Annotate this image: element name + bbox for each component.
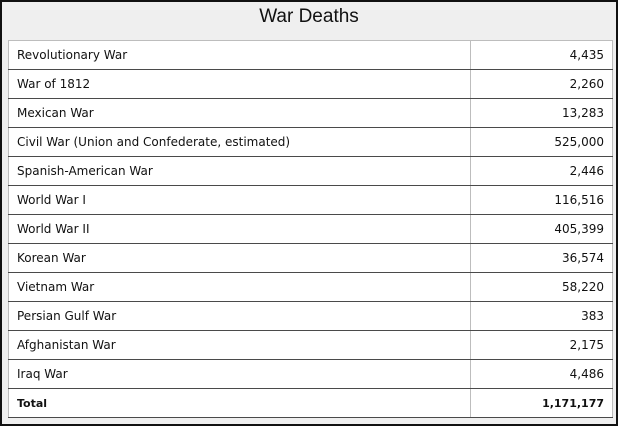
table-row: Iraq War 4,486 — [8, 359, 613, 389]
table-row: Persian Gulf War 383 — [8, 301, 613, 331]
war-name-cell: Persian Gulf War — [8, 301, 471, 331]
table-row: Mexican War 13,283 — [8, 98, 613, 128]
war-deaths-table: Revolutionary War 4,435 War of 1812 2,26… — [8, 40, 613, 418]
war-name-cell: Afghanistan War — [8, 330, 471, 360]
deaths-cell: 383 — [470, 301, 613, 331]
table-row: Afghanistan War 2,175 — [8, 330, 613, 360]
war-name-cell: Korean War — [8, 243, 471, 273]
war-name-cell: Iraq War — [8, 359, 471, 389]
war-name-cell: World War II — [8, 214, 471, 244]
war-name-cell: Civil War (Union and Confederate, estima… — [8, 127, 471, 157]
war-name-cell: Spanish-American War — [8, 156, 471, 186]
page-title: War Deaths — [259, 6, 359, 27]
table-row: World War II 405,399 — [8, 214, 613, 244]
table-row: Korean War 36,574 — [8, 243, 613, 273]
deaths-cell: 58,220 — [470, 272, 613, 302]
deaths-cell: 4,435 — [470, 40, 613, 70]
deaths-cell: 4,486 — [470, 359, 613, 389]
war-name-cell: Revolutionary War — [8, 40, 471, 70]
deaths-cell: 525,000 — [470, 127, 613, 157]
deaths-cell: 2,446 — [470, 156, 613, 186]
total-value: 1,171,177 — [470, 388, 613, 418]
table-row: Civil War (Union and Confederate, estima… — [8, 127, 613, 157]
war-name-cell: Vietnam War — [8, 272, 471, 302]
war-name-cell: Mexican War — [8, 98, 471, 128]
total-label: Total — [8, 388, 471, 418]
deaths-cell: 13,283 — [470, 98, 613, 128]
table-row: World War I 116,516 — [8, 185, 613, 215]
war-name-cell: World War I — [8, 185, 471, 215]
total-row: Total 1,171,177 — [8, 388, 613, 418]
war-name-cell: War of 1812 — [8, 69, 471, 99]
deaths-cell: 405,399 — [470, 214, 613, 244]
table-row: Spanish-American War 2,446 — [8, 156, 613, 186]
deaths-cell: 36,574 — [470, 243, 613, 273]
table-row: Revolutionary War 4,435 — [8, 40, 613, 70]
deaths-cell: 116,516 — [470, 185, 613, 215]
deaths-cell: 2,260 — [470, 69, 613, 99]
table-row: Vietnam War 58,220 — [8, 272, 613, 302]
table-row: War of 1812 2,260 — [8, 69, 613, 99]
deaths-cell: 2,175 — [470, 330, 613, 360]
